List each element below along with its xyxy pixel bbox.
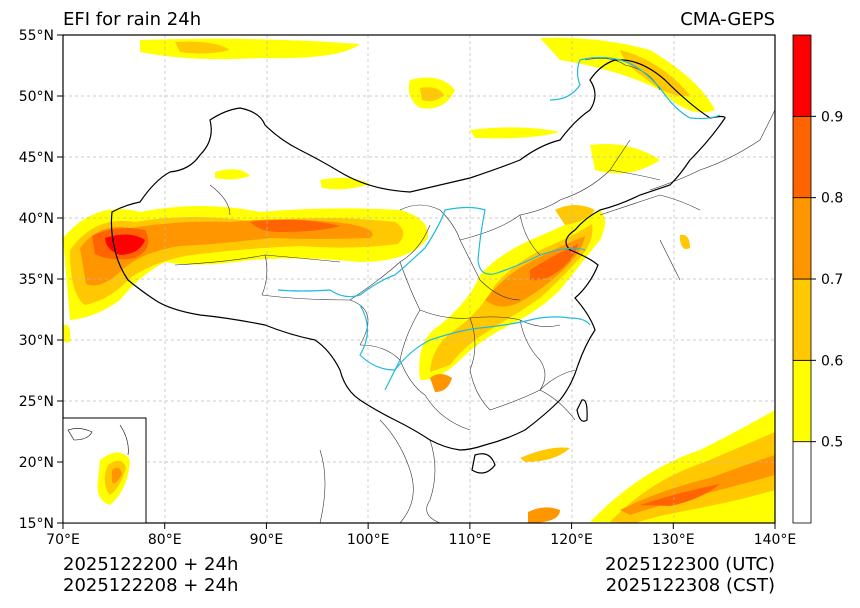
lon-tick-label: 80°E — [148, 532, 182, 548]
lat-tick-label: 20°N — [19, 455, 54, 471]
lat-tick-label: 35°N — [19, 272, 54, 288]
lat-tick-label: 30°N — [19, 333, 54, 349]
init-time-cst: 2025122208 + 24h — [63, 575, 239, 596]
valid-time-utc: 2025122300 (UTC) — [605, 554, 775, 575]
valid-time-block: 2025122300 (UTC) 2025122308 (CST) — [560, 554, 775, 596]
colorbar-label: 0.6 — [821, 353, 843, 369]
country-outline — [110, 59, 726, 474]
rivers — [277, 56, 721, 391]
lat-tick-label: 40°N — [19, 211, 54, 227]
lat-tick-label: 50°N — [19, 89, 54, 105]
lon-tick-label: 130°E — [652, 532, 695, 548]
lon-tick-label: 110°E — [449, 532, 492, 548]
init-time-block: 2025122200 + 24h 2025122208 + 24h — [63, 554, 238, 596]
colorbar-label: 0.7 — [821, 272, 843, 288]
model-name: CMA-GEPS — [680, 9, 775, 30]
colorbar: 0.5 0.6 0.7 0.8 0.9 — [792, 34, 843, 524]
colorbar-segment — [792, 441, 812, 524]
colorbar-segment — [792, 115, 812, 199]
colorbar-segment — [792, 34, 812, 117]
south-china-sea-inset — [62, 417, 147, 524]
valid-time-cst: 2025122308 (CST) — [605, 575, 775, 596]
colorbar-segment — [792, 278, 812, 361]
lon-tick-label: 70°E — [46, 532, 80, 548]
axis-ticks: 70°E 80°E 90°E 100°E 110°E 120°E 130°E 140°E 15°… — [19, 28, 797, 548]
colorbar-segment — [792, 359, 812, 443]
map-title: EFI for rain 24h — [63, 9, 202, 30]
lat-tick-label: 15°N — [19, 516, 54, 532]
lon-tick-label: 140°E — [754, 532, 797, 548]
colorbar-label: 0.8 — [821, 191, 843, 207]
lat-tick-label: 45°N — [19, 150, 54, 166]
lon-tick-label: 100°E — [347, 532, 390, 548]
lon-tick-label: 120°E — [550, 532, 593, 548]
efi-shading — [63, 37, 775, 523]
lat-tick-label: 55°N — [19, 28, 54, 44]
lat-tick-label: 25°N — [19, 394, 54, 410]
colorbar-label: 0.5 — [821, 435, 843, 451]
gridlines — [63, 35, 775, 523]
lon-tick-label: 90°E — [250, 532, 284, 548]
init-time-utc: 2025122200 + 24h — [63, 554, 239, 575]
colorbar-label: 0.9 — [821, 109, 843, 125]
colorbar-segment — [792, 197, 812, 280]
